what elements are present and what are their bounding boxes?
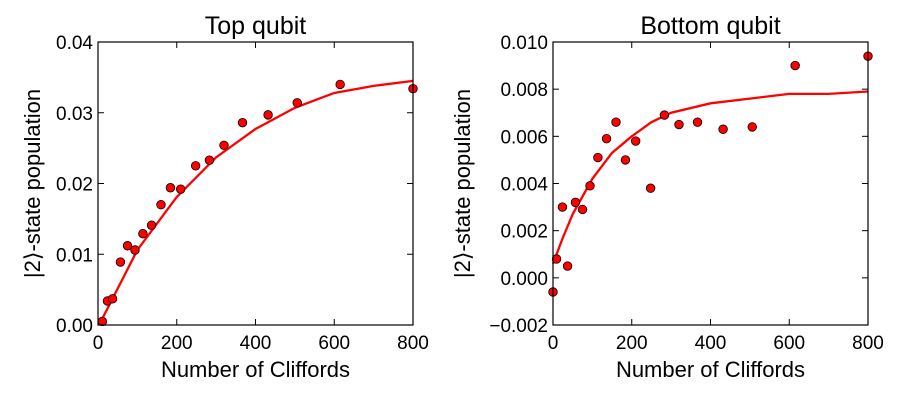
top-data-point xyxy=(156,200,166,210)
bottom-x-tick-label: 800 xyxy=(852,333,884,354)
bottom-y-axis-label: |2⟩-state population xyxy=(450,89,475,278)
top-data-point xyxy=(107,294,118,304)
top-y-tick-label: 0.02 xyxy=(56,175,93,196)
bottom-x-tick-label: 400 xyxy=(695,333,727,354)
bottom-data-point xyxy=(551,254,562,264)
top-data-point xyxy=(204,155,215,165)
bottom-data-point xyxy=(790,60,800,71)
top-data-point xyxy=(146,220,157,230)
top-x-tick-label: 0 xyxy=(93,333,104,354)
top-y-tick-label: 0.00 xyxy=(56,316,93,337)
top-x-tick-label: 600 xyxy=(318,333,350,354)
top-data-point xyxy=(122,241,133,251)
bottom-x-tick-label: 200 xyxy=(616,333,648,354)
top-data-point xyxy=(263,110,273,120)
top-x-tick-label: 800 xyxy=(397,333,429,354)
top-y-tick-label: 0.03 xyxy=(56,104,93,125)
bottom-fit-line xyxy=(551,90,869,265)
top-data-point xyxy=(237,117,248,128)
top-x-axis-label: Number of Cliffords xyxy=(161,357,350,382)
top-y-axis-label: |2⟩-state population xyxy=(20,89,45,278)
bottom-data-point xyxy=(718,124,728,134)
top-data-point xyxy=(219,140,229,150)
top-data-point xyxy=(130,245,140,255)
bottom-y-tick-label: 0.008 xyxy=(500,80,548,101)
bottom-y-tick-label: 0.010 xyxy=(500,33,548,54)
top-data-point xyxy=(115,257,126,267)
bottom-data-point xyxy=(659,110,670,120)
bottom-data-point xyxy=(620,155,631,165)
top-x-tick-label: 400 xyxy=(240,333,272,354)
bottom-data-point xyxy=(601,133,612,144)
top-data-point xyxy=(138,229,148,239)
bottom-qubit-panel: 0 200 400 600 800 −0.002 0.000 0.002 0.004 0.006 0… xyxy=(450,12,884,382)
bottom-data-point xyxy=(557,202,568,212)
bottom-x-tick-label: 0 xyxy=(548,333,559,354)
top-qubit-panel: 0 200 400 600 800 0.00 0.01 0.02 0.03 0.04 Top qub… xyxy=(20,12,429,382)
top-chart-title: Top qubit xyxy=(205,12,307,40)
bottom-chart-title: Bottom qubit xyxy=(640,12,780,40)
bottom-y-tick-label: −0.002 xyxy=(489,316,548,337)
bottom-data-point xyxy=(692,117,703,127)
top-y-tick-label: 0.01 xyxy=(56,245,93,266)
bottom-y-tick-label: 0.000 xyxy=(500,269,548,290)
bottom-x-tick-label: 600 xyxy=(773,333,805,354)
top-x-tick-label: 200 xyxy=(161,333,193,354)
bottom-data-point xyxy=(593,152,603,163)
top-data-point xyxy=(190,161,201,171)
bottom-data-point xyxy=(577,204,588,215)
bottom-data-point xyxy=(674,119,684,130)
top-data-point xyxy=(335,79,345,90)
bottom-data-point xyxy=(585,181,595,191)
bottom-data-point xyxy=(747,122,757,132)
bottom-data-point xyxy=(645,183,656,193)
bottom-data-point xyxy=(570,197,581,208)
bottom-data-point xyxy=(562,261,573,271)
top-plot-frame xyxy=(97,41,414,326)
bottom-x-axis-label: Number of Cliffords xyxy=(616,357,805,382)
top-data-point xyxy=(175,184,186,194)
top-data-point xyxy=(292,98,302,108)
bottom-data-point xyxy=(611,117,621,127)
top-fit-line xyxy=(100,79,414,320)
bottom-y-tick-label: 0.002 xyxy=(500,222,548,243)
bottom-plot-frame xyxy=(552,41,869,326)
top-data-point xyxy=(165,183,176,193)
top-y-tick-label: 0.04 xyxy=(56,33,93,54)
bottom-data-point xyxy=(630,136,641,146)
bottom-y-tick-label: 0.004 xyxy=(500,175,548,196)
bottom-y-tick-label: 0.006 xyxy=(500,127,548,148)
